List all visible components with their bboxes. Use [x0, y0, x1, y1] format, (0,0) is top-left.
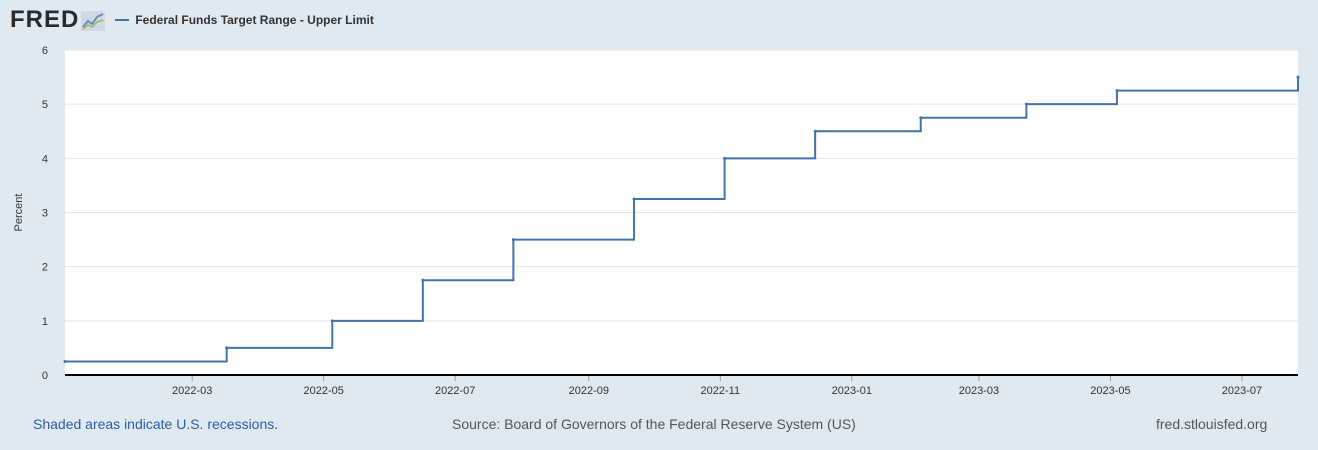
data-point[interactable] [632, 197, 636, 201]
data-point[interactable] [225, 346, 229, 350]
data-point[interactable] [919, 116, 923, 120]
fred-logo[interactable]: FRED [10, 6, 106, 33]
y-tick-label: 3 [42, 208, 48, 220]
y-axis-title: Percent [13, 194, 25, 232]
data-point[interactable] [330, 319, 334, 323]
source-text: Source: Board of Governors of the Federa… [452, 416, 856, 432]
x-axis: 2022-03 2022-05 2022-07 2022-09 2022-11 2023-… [172, 375, 1262, 397]
data-point[interactable] [1024, 102, 1028, 106]
data-point[interactable] [421, 278, 425, 282]
data-point[interactable] [723, 156, 727, 160]
y-tick-label: 2 [42, 262, 48, 274]
x-tick-label: 2022-09 [569, 385, 609, 397]
x-tick-label: 2022-11 [701, 385, 741, 397]
series-line[interactable] [65, 77, 1299, 363]
y-tick-label: 4 [42, 153, 48, 165]
legend[interactable]: Federal Funds Target Range - Upper Limit [115, 13, 374, 27]
logo-text: FRED [10, 6, 80, 33]
data-point[interactable] [1296, 75, 1300, 79]
y-tick-label: 0 [42, 370, 48, 382]
recession-note-link[interactable]: Shaded areas indicate U.S. recessions. [33, 416, 279, 432]
site-link[interactable]: fred.stlouisfed.org [1156, 416, 1268, 432]
data-point[interactable] [1115, 89, 1119, 93]
x-tick-label: 2022-05 [303, 385, 343, 397]
x-tick-label: 2023-03 [959, 385, 999, 397]
graph-icon [81, 11, 106, 31]
y-tick-label: 1 [42, 316, 48, 328]
y-tick-label: 5 [42, 99, 48, 111]
y-tick-label: 6 [42, 45, 48, 57]
series-layer [63, 75, 1300, 363]
gridlines [65, 49, 1298, 322]
legend-label: Federal Funds Target Range - Upper Limit [135, 13, 374, 27]
x-tick-label: 2022-03 [172, 385, 212, 397]
data-point[interactable] [511, 238, 515, 242]
y-axis: 0 1 2 3 4 5 6 [42, 45, 48, 382]
legend-swatch [115, 19, 130, 21]
header: FRED Federal Funds Target Range - Upper … [10, 6, 374, 34]
data-point[interactable] [63, 359, 67, 363]
x-tick-label: 2023-05 [1090, 385, 1130, 397]
x-tick-label: 2023-01 [832, 385, 872, 397]
x-tick-label: 2022-07 [435, 385, 475, 397]
data-point[interactable] [813, 129, 817, 133]
x-tick-label: 2023-07 [1222, 385, 1262, 397]
